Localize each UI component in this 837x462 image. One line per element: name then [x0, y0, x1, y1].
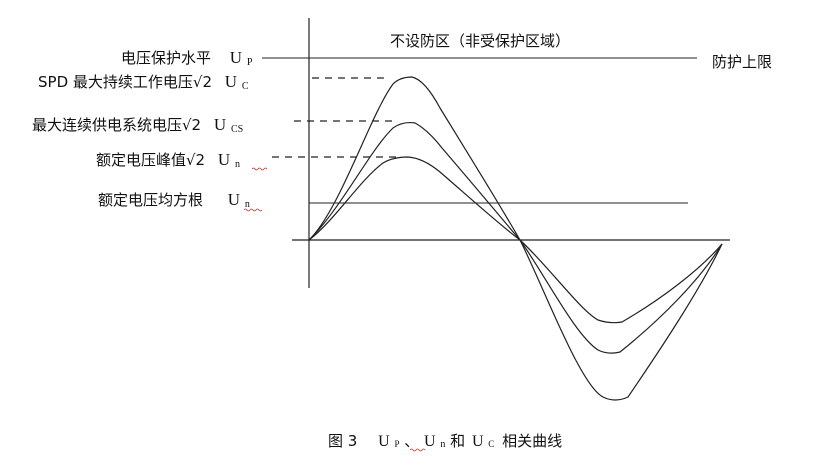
up-subscript: P	[247, 57, 253, 68]
ucs-symbol: U	[214, 115, 226, 134]
rms-symbol: U	[228, 190, 240, 209]
caption-prefix: 图 3	[328, 432, 357, 450]
uc-subscript: C	[242, 81, 249, 92]
caption-spellcheck-underline	[409, 448, 426, 452]
uc-symbol: U	[225, 72, 237, 91]
caption-uc-subscript: C	[488, 439, 494, 449]
caption-separator: 、	[404, 432, 419, 450]
upper-limit-label: 防护上限	[712, 53, 772, 71]
up-label: 电压保护水平 U P	[121, 48, 253, 68]
up-label-text: 电压保护水平	[121, 49, 211, 67]
ucs-subscript: CS	[231, 124, 243, 135]
zone-label: 不设防区（非受保护区域）	[390, 32, 570, 50]
uc-label-text: SPD 最大持续工作电压√2	[38, 73, 212, 91]
ucs-curve	[308, 121, 723, 354]
peak-subscript: n	[235, 159, 240, 170]
rms-label-text: 额定电压均方根	[98, 191, 203, 209]
caption-uc-symbol: U	[472, 433, 484, 450]
peak-spellcheck-underline	[251, 167, 268, 171]
uc-label: SPD 最大持续工作电压√2 U C	[38, 72, 249, 92]
caption-suffix: 相关曲线	[502, 432, 562, 450]
ucs-label: 最大连续供电系统电压√2 U CS	[32, 115, 243, 135]
up-symbol: U	[230, 48, 242, 67]
caption-un-subscript: n	[440, 439, 445, 450]
caption-he: 和	[450, 432, 465, 450]
uc-curve	[308, 76, 723, 401]
peak-curve	[308, 156, 723, 324]
caption-up-subscript: P	[394, 439, 399, 449]
rms-spellcheck-underline	[243, 208, 263, 212]
ucs-label-text: 最大连续供电系统电压√2	[32, 116, 201, 134]
peak-label-text: 额定电压峰值√2	[96, 151, 205, 169]
peak-symbol: U	[218, 150, 230, 169]
peak-label: 额定电压峰值√2 U n	[96, 150, 240, 170]
caption-up-symbol: U	[378, 433, 390, 450]
caption-un-symbol: U	[424, 433, 436, 450]
figure-caption: 图 3 U P 、 U n 和 U C 相关曲线	[328, 432, 562, 451]
rms-subscript: n	[245, 199, 250, 210]
rms-label: 额定电压均方根 U n	[98, 190, 250, 210]
